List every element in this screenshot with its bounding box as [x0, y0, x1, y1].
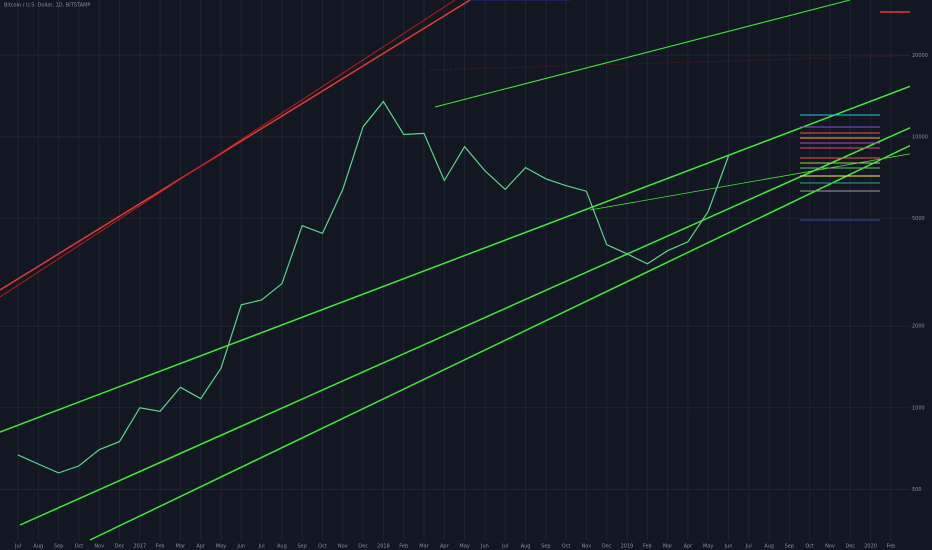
x-tick-label: Aug: [277, 544, 287, 550]
x-tick-label: May: [459, 544, 469, 550]
x-tick-label: Sep: [785, 544, 794, 550]
x-tick-label: Oct: [805, 544, 814, 550]
x-tick-label: Oct: [75, 544, 84, 550]
x-tick-label: May: [216, 544, 226, 550]
green-channel-line: [89, 134, 932, 541]
x-tick-label: Jun: [724, 544, 733, 550]
x-tick-label: Dec: [602, 544, 612, 550]
x-tick-label: Feb: [643, 544, 652, 550]
x-tick-label: Apr: [684, 544, 694, 550]
x-tick-label: Jul: [501, 544, 508, 550]
x-tick-label: Nov: [94, 544, 104, 550]
x-tick-label: Apr: [196, 544, 206, 550]
x-tick-label: Dec: [845, 544, 855, 550]
x-tick-label: Mar: [663, 544, 673, 550]
x-tick-label: Jul: [745, 544, 752, 550]
chart-title: Bitcoin / U.S. Dollar, 1D, BITSTAMP: [4, 3, 90, 9]
x-tick-label: Jun: [236, 544, 245, 550]
x-tick-label: Jul: [14, 544, 21, 550]
x-tick-label: Dec: [358, 544, 368, 550]
x-tick-label: 2017: [133, 544, 146, 550]
x-tick-label: Sep: [541, 544, 550, 550]
x-tick-label: Aug: [764, 544, 774, 550]
fib-levels: [800, 114, 880, 221]
green-trend-line: [589, 149, 932, 211]
y-tick-label: 1000: [912, 405, 925, 411]
green-trend-line: [434, 0, 851, 108]
x-tick-label: 2019: [621, 544, 634, 550]
y-tick-label: 20000: [912, 53, 928, 59]
x-tick-label: May: [703, 544, 713, 550]
x-tick-label: Mar: [176, 544, 186, 550]
x-tick-label: 2020: [864, 544, 877, 550]
x-tick-label: Oct: [562, 544, 571, 550]
y-tick-label: 5000: [912, 216, 925, 222]
x-tick-label: Feb: [886, 544, 895, 550]
x-tick-label: Dec: [115, 544, 125, 550]
x-tick-label: Apr: [440, 544, 450, 550]
green-channel-line: [19, 117, 932, 526]
x-tick-label: Nov: [582, 544, 592, 550]
x-tick-label: Feb: [156, 544, 165, 550]
price-axis: [910, 0, 932, 550]
y-tick-label: 2000: [912, 324, 925, 330]
price-line: [17, 100, 730, 474]
x-tick-label: Mar: [419, 544, 429, 550]
x-tick-label: Sep: [297, 544, 306, 550]
x-tick-label: Aug: [33, 544, 43, 550]
x-tick-label: Aug: [521, 544, 531, 550]
red-trend-line: [0, 0, 456, 298]
x-tick-label: Jul: [258, 544, 265, 550]
red-trend-line: [0, 0, 471, 291]
y-tick-label: 500: [912, 487, 922, 493]
x-tick-label: 2018: [377, 544, 390, 550]
green-channel-line: [0, 77, 932, 433]
x-tick-label: Oct: [318, 544, 327, 550]
y-tick-label: 10000: [912, 134, 928, 140]
x-tick-label: Jun: [480, 544, 489, 550]
x-tick-label: Nov: [338, 544, 348, 550]
x-tick-label: Sep: [54, 544, 63, 550]
x-tick-label: Feb: [399, 544, 408, 550]
x-tick-label: Nov: [825, 544, 835, 550]
